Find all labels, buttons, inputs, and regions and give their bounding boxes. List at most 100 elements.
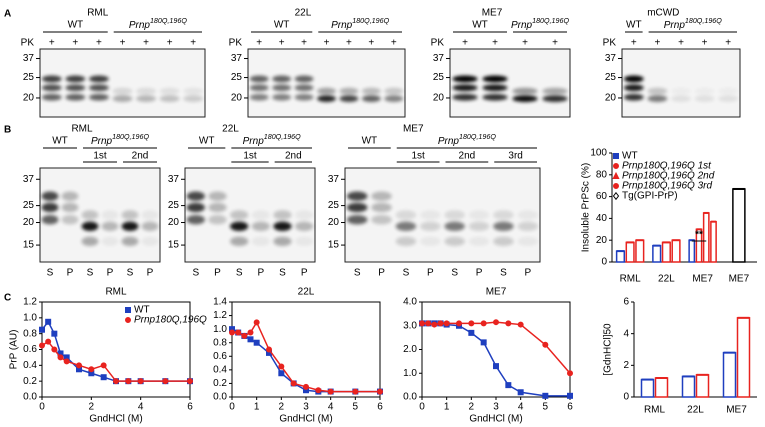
mw-marker: 37 [328,174,340,185]
marker [613,183,619,189]
y-tick-label: 3.0 [403,320,417,331]
subgroup-label: 2nd [132,151,149,162]
band [208,215,227,225]
band [273,236,292,247]
blot-title: mCWD [647,8,679,19]
x-tick-label: 6 [187,402,193,413]
marker [45,338,52,345]
band [346,191,368,201]
marker [241,332,248,339]
y-tick-label: 1.0 [213,324,227,335]
bar [640,378,655,398]
marker [517,389,524,396]
mw-marker: 20 [328,217,340,228]
band [384,87,404,95]
lane-label: + [190,38,196,49]
marker [517,321,524,328]
lane-label: S [279,268,286,279]
marker [480,339,487,346]
band [361,87,381,95]
band [517,210,539,220]
y-tick-label: 60 [596,191,608,202]
band [517,221,539,231]
band [444,221,465,231]
marker [88,366,95,373]
band [468,210,490,220]
band [61,215,79,225]
y-tick-label: 0.2 [23,376,37,387]
band [251,210,270,220]
mw-marker: 37 [231,53,243,64]
mw-marker: 37 [168,174,180,185]
band [468,221,490,231]
mw-marker: 25 [328,200,340,211]
group-label: WT [274,20,290,31]
y-tick-label: 6 [623,297,629,308]
band [272,84,292,92]
marker [419,320,425,327]
plot-frame [231,301,381,398]
band [371,202,392,213]
y-tick-label: 4 [623,328,629,339]
x-tick-label: 22L [687,405,704,416]
band [230,236,249,247]
group-label: Prnp180Q,196Q [331,17,389,31]
x-tick-label: 5 [353,402,359,413]
band [317,87,336,95]
band [671,95,691,103]
band [136,95,156,103]
gene: Prnp [511,20,533,31]
marker [352,388,359,395]
x-tick-label: 0 [39,402,45,413]
band [112,87,133,95]
band [41,202,59,213]
band [294,93,314,101]
band [101,221,119,231]
gene: Prnp [664,20,686,31]
band [273,210,292,220]
band [208,191,227,201]
band [482,75,508,83]
blot-title: ME7 [482,8,503,19]
lane-label: + [678,38,684,49]
y-tick-label: 0.8 [23,328,37,339]
band [41,75,62,83]
marker [229,329,235,336]
legend-label: Prnp180Q,196Q 2nd [622,171,715,182]
band [65,84,86,92]
y-tick-label: 20 [596,235,608,246]
lane-label: P [257,268,264,279]
band [395,210,417,220]
gene: Prnp [331,20,353,31]
gene: Prnp [129,20,151,31]
allele: 180Q,196Q [112,133,149,141]
marker [253,319,260,326]
y-tick-label: 40 [596,213,608,224]
group-label: WT [472,20,488,31]
mw-marker: 25 [605,72,617,83]
group-label: Prnp180Q,196Q [511,17,569,31]
band [452,75,478,83]
lane-label: + [631,38,637,49]
bar [710,220,717,263]
lane-label: + [301,38,307,49]
mw-marker: 15 [328,240,340,251]
marker [443,320,450,327]
x-tick-label: 3 [493,402,499,413]
band [452,93,478,101]
band [65,75,86,83]
band [517,236,539,247]
lane-label: P [107,268,114,279]
marker [57,354,64,361]
marker [162,378,169,385]
allele: 180Q,196Q [150,17,187,25]
band [41,84,62,92]
band [694,95,715,103]
marker [315,387,322,394]
marker [100,362,107,369]
annotation: ** [695,230,703,241]
blot-title: 22L [295,8,312,19]
band [420,210,441,220]
mw-marker: 37 [23,53,35,64]
chart-title: ME7 [486,287,507,298]
